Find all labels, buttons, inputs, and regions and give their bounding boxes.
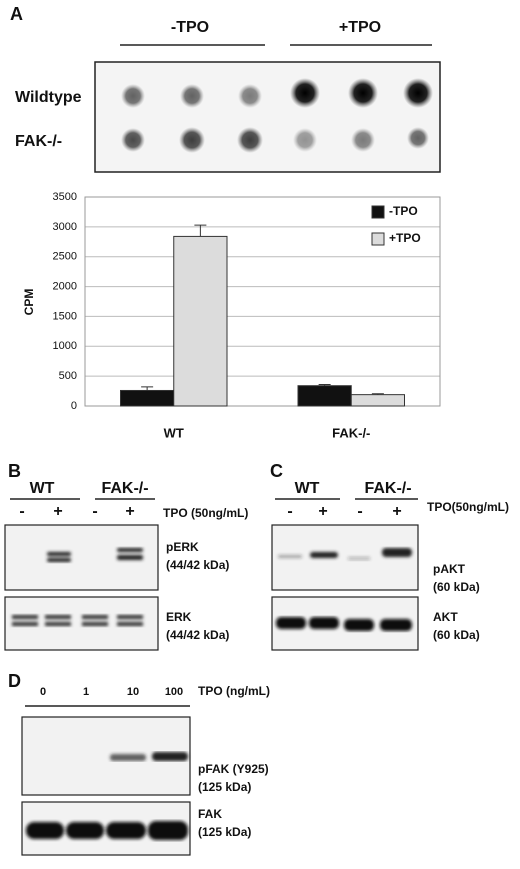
group-label: WT xyxy=(295,480,320,497)
error-bar xyxy=(141,386,154,391)
band-label: AKT xyxy=(433,610,458,624)
legend-label: +TPO xyxy=(389,231,421,245)
band-label: (60 kDa) xyxy=(433,628,480,642)
panel-label: D xyxy=(8,671,21,691)
legend-label: -TPO xyxy=(389,204,418,218)
x-tick-label: WT xyxy=(164,425,184,440)
band-label: (125 kDa) xyxy=(198,780,251,794)
bands xyxy=(276,617,412,631)
bar-chart: 0 500 1000 1500 2000 2500 3000 3500 WT FAK-/- -TPO… xyxy=(53,191,441,440)
band-label: ERK xyxy=(166,610,192,624)
condition-label: +TPO xyxy=(339,19,381,36)
condition-label: TPO (50ng/mL) xyxy=(163,506,248,520)
group-label: FAK-/- xyxy=(101,480,148,497)
bar xyxy=(350,394,405,407)
y-tick-label: 0 xyxy=(71,400,77,412)
band-label: (44/42 kDa) xyxy=(166,628,229,642)
dose: 1 xyxy=(83,686,89,698)
bands xyxy=(26,821,188,840)
error-bar xyxy=(318,384,331,386)
error-bar xyxy=(194,224,207,237)
band-label: (60 kDa) xyxy=(433,580,480,594)
dose: 100 xyxy=(165,686,183,698)
dots xyxy=(121,78,433,153)
bar xyxy=(297,385,352,407)
band-label: (125 kDa) xyxy=(198,825,251,839)
row-label: FAK-/- xyxy=(15,133,62,150)
treatment: + xyxy=(53,503,62,520)
error-bar xyxy=(371,393,384,395)
band-label: pERK xyxy=(166,540,199,554)
bands xyxy=(110,752,188,761)
y-tick-label: 500 xyxy=(59,370,77,382)
y-tick-label: 3500 xyxy=(53,191,77,203)
bar xyxy=(173,235,228,407)
y-tick-label: 3000 xyxy=(53,221,77,233)
dose: 10 xyxy=(127,686,139,698)
condition-label: -TPO xyxy=(171,19,209,36)
treatment: - xyxy=(92,503,97,520)
plot-frame xyxy=(84,196,441,407)
y-tick-label: 2500 xyxy=(53,251,77,263)
treatment: + xyxy=(125,503,134,520)
treatment: + xyxy=(392,503,401,520)
y-tick-label: 1500 xyxy=(53,310,77,322)
bar xyxy=(120,389,175,407)
panel-label: B xyxy=(8,461,21,481)
band-label: (44/42 kDa) xyxy=(166,558,229,572)
x-tick-label: FAK-/- xyxy=(332,425,370,440)
group-label: WT xyxy=(30,480,55,497)
bands xyxy=(12,615,143,626)
y-axis-label: CPM xyxy=(22,289,36,316)
panel-label: A xyxy=(10,4,23,24)
bands xyxy=(278,548,412,560)
condition-label: TPO (ng/mL) xyxy=(198,684,270,698)
dose: 0 xyxy=(40,686,46,698)
y-tick-label: 1000 xyxy=(53,340,77,352)
treatment: + xyxy=(318,503,327,520)
band-label: pFAK (Y925) xyxy=(198,762,269,776)
dot-blot xyxy=(94,61,441,173)
band-label: pAKT xyxy=(433,562,466,576)
treatment: - xyxy=(357,503,362,520)
y-tick-label: 2000 xyxy=(53,280,77,292)
band-label: FAK xyxy=(198,807,222,821)
legend-swatch xyxy=(371,232,385,246)
bands xyxy=(47,548,143,562)
group-label: FAK-/- xyxy=(364,480,411,497)
condition-label: TPO(50ng/mL) xyxy=(427,500,509,514)
panel-label: C xyxy=(270,461,283,481)
row-label: Wildtype xyxy=(15,89,82,106)
legend-swatch xyxy=(371,205,385,219)
treatment: - xyxy=(287,503,292,520)
treatment: - xyxy=(19,503,24,520)
